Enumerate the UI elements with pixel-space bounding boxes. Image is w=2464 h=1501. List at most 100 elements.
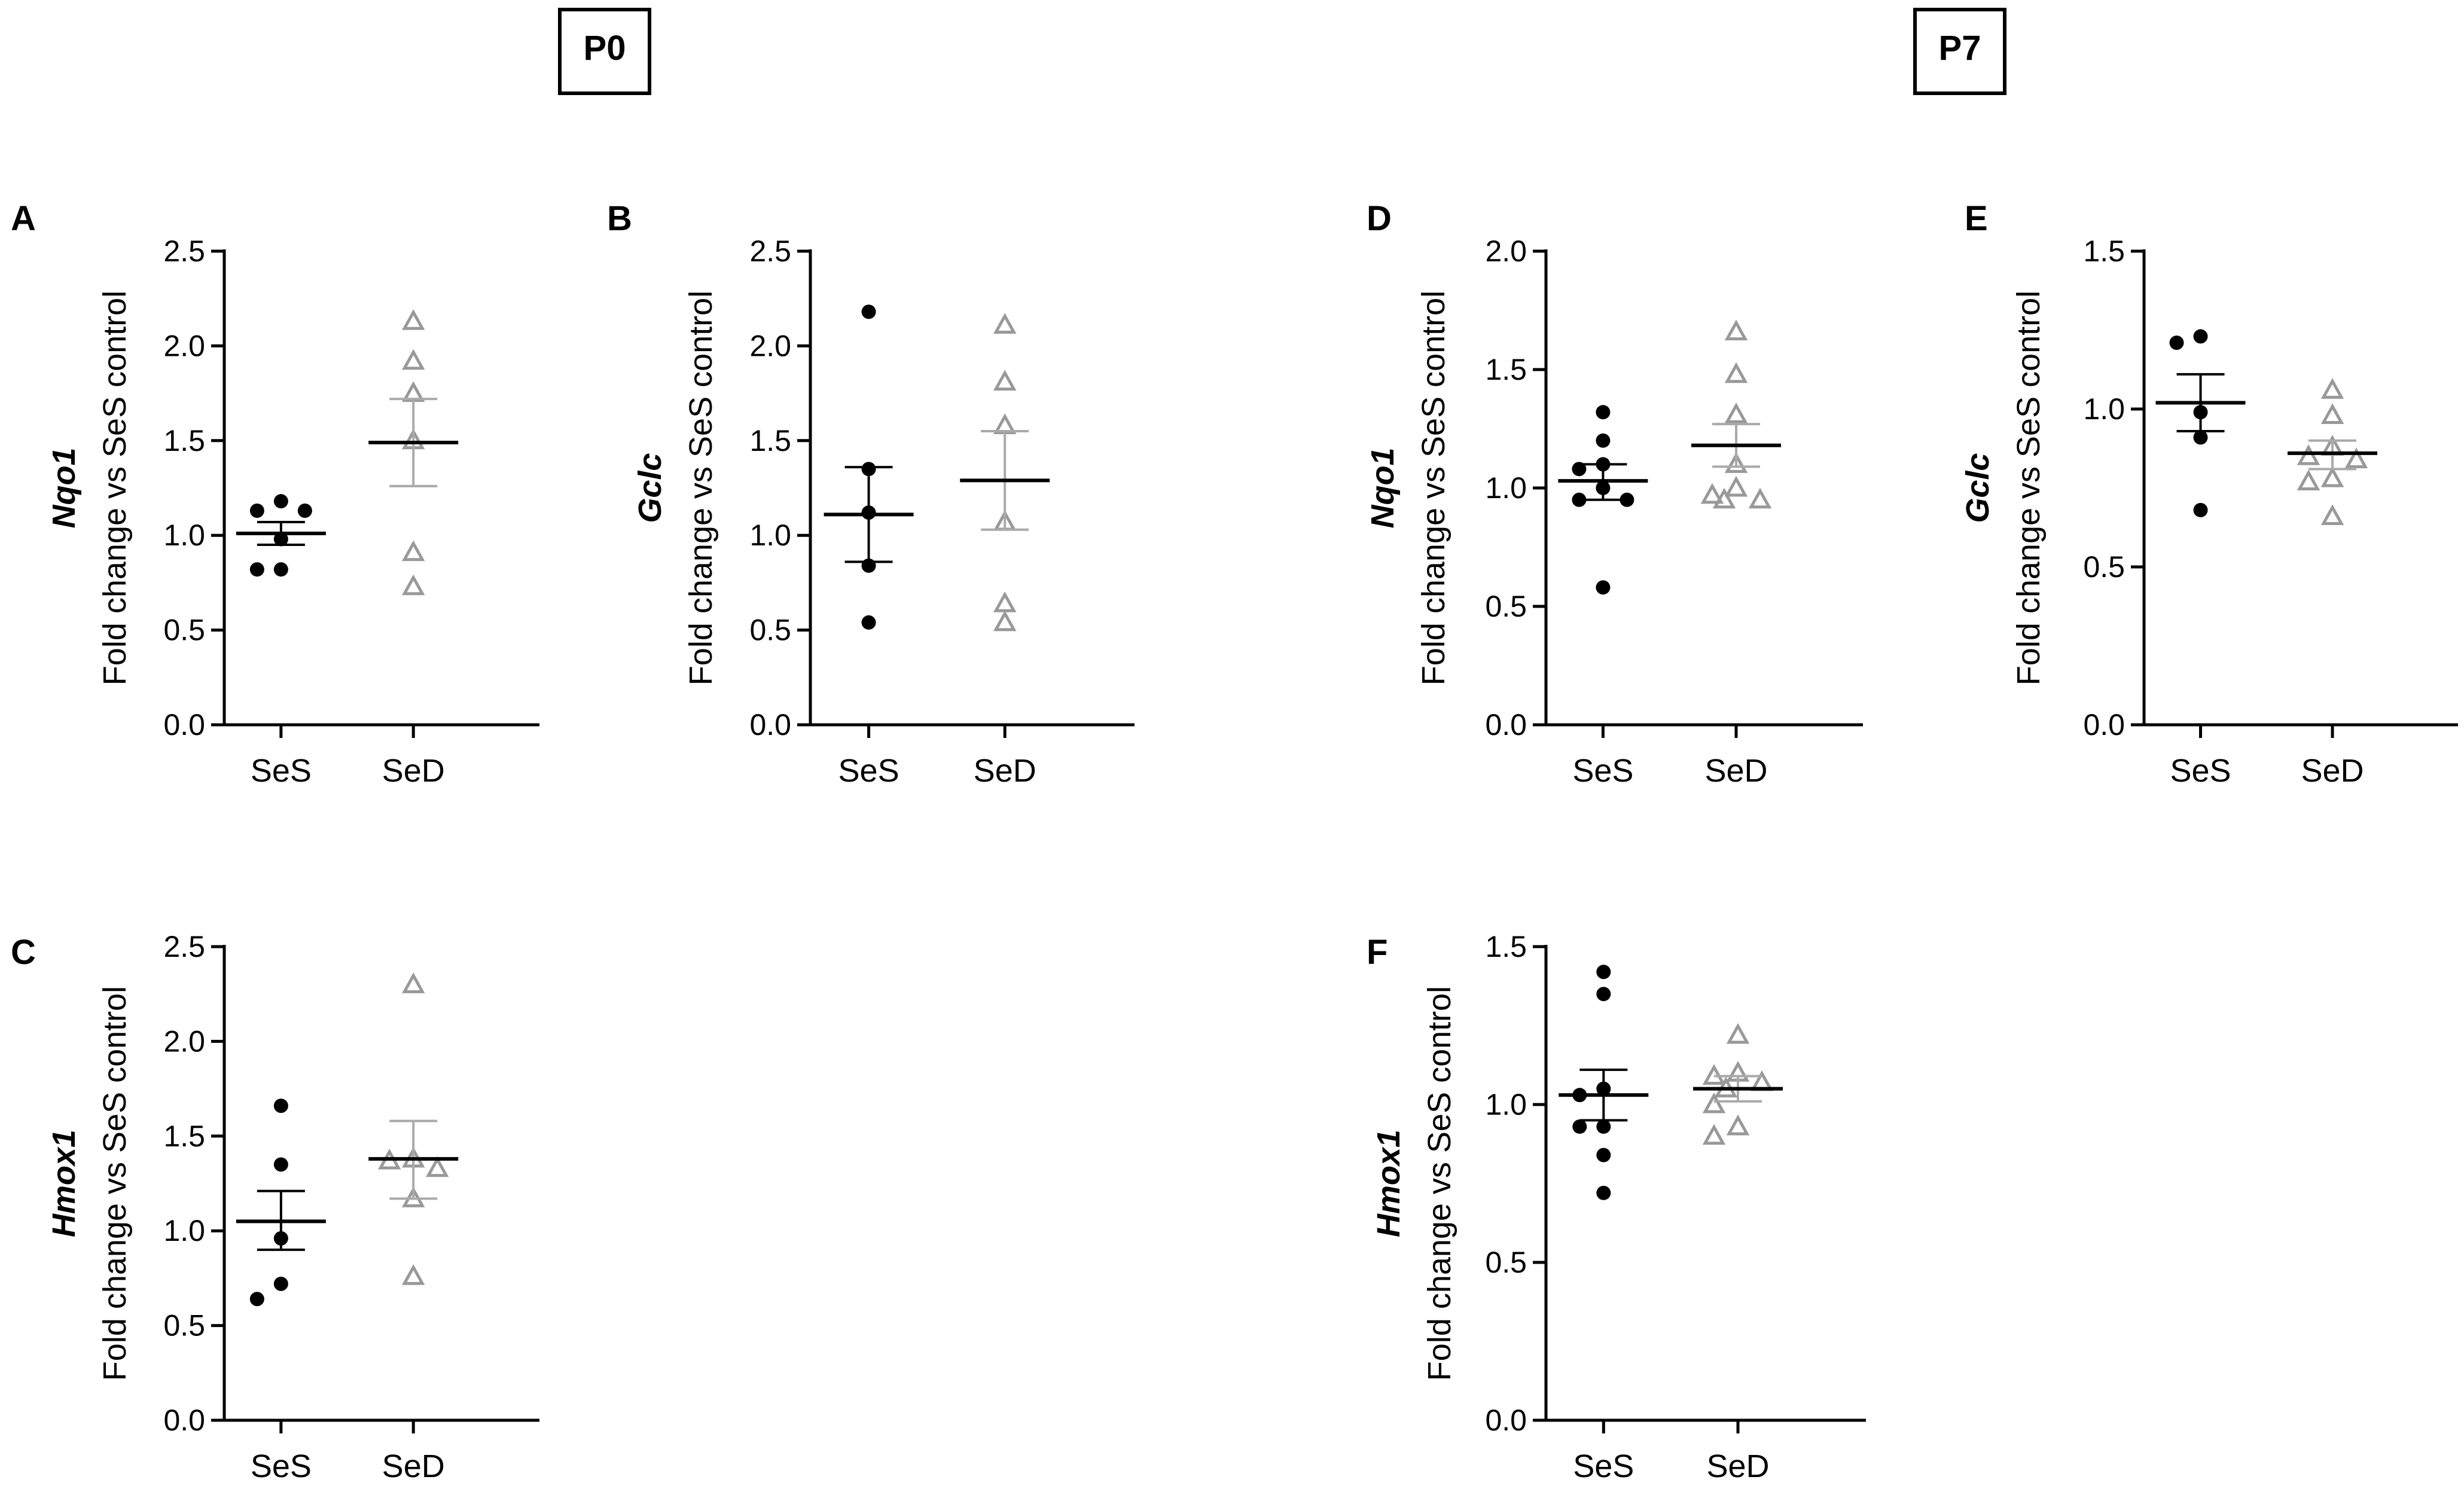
panel-b: B 0.0 0.5 1.0 1.5 2.0 2.5 SeS SeD Gclc Fold change… xyxy=(607,199,1135,789)
data-point xyxy=(273,1099,288,1113)
data-point xyxy=(1596,1185,1611,1200)
data-point xyxy=(1702,1124,1726,1145)
y-tick-label: 1.5 xyxy=(1485,930,1527,963)
data-point xyxy=(1596,965,1611,980)
y-axis-gene-label: Gclc xyxy=(632,453,668,523)
y-tick-label: 2.0 xyxy=(163,329,205,362)
panel-letter: E xyxy=(1965,199,1988,238)
y-axis-label: Fold change vs SeS control xyxy=(683,291,719,685)
y-tick-label: 1.0 xyxy=(163,518,205,552)
data-point xyxy=(2193,502,2208,517)
period-label-p7: P7 xyxy=(1913,8,2006,95)
series-sed xyxy=(1693,1023,1783,1145)
data-point xyxy=(273,494,288,509)
y-tick-label: 0.0 xyxy=(163,1404,205,1437)
data-point xyxy=(249,504,264,518)
data-point xyxy=(401,309,425,330)
data-point xyxy=(401,972,425,993)
y-tick-label: 1.5 xyxy=(163,1119,205,1153)
panel-f: F 0.0 0.5 1.0 1.5 SeS SeD Hmox1 Fold change vs S… xyxy=(1367,930,1866,1484)
x-category-label: SeS xyxy=(1572,753,1633,789)
panel-letter: F xyxy=(1367,933,1387,972)
y-tick-label: 0.5 xyxy=(749,614,791,647)
series-sed xyxy=(1691,319,1781,509)
period-box-p0 xyxy=(558,8,651,95)
x-category-label: SeD xyxy=(2301,753,2364,789)
series-sed xyxy=(960,313,1050,631)
y-tick-label: 2.5 xyxy=(749,234,791,268)
y-tick-label: 0.0 xyxy=(1485,1404,1527,1437)
series-ses xyxy=(824,304,914,630)
data-point xyxy=(1712,487,1736,509)
y-tick-label: 1.5 xyxy=(2083,234,2125,268)
y-tick-label: 1.0 xyxy=(163,1214,205,1247)
x-category-label: SeD xyxy=(1706,1448,1769,1484)
y-tick-label: 0.0 xyxy=(1485,708,1527,742)
data-point xyxy=(2193,329,2208,344)
x-category-label: SeD xyxy=(382,1448,445,1484)
data-point xyxy=(1596,1148,1611,1163)
period-label-p0: P0 xyxy=(558,8,651,95)
data-point xyxy=(1572,1119,1587,1134)
data-point xyxy=(1596,405,1611,420)
y-tick-label: 0.0 xyxy=(2083,708,2125,742)
data-point xyxy=(1724,362,1748,383)
y-tick-label: 1.0 xyxy=(1485,471,1527,505)
y-tick-label: 2.0 xyxy=(749,329,791,362)
series-sed xyxy=(368,972,459,1285)
data-point xyxy=(2320,466,2344,487)
data-point xyxy=(1724,452,1748,473)
data-point xyxy=(1724,475,1748,497)
y-axis-label: Fold change vs SeS control xyxy=(1422,986,1457,1381)
y-axis-gene-label: Nqo1 xyxy=(46,448,82,529)
panel-letter: B xyxy=(607,199,632,238)
x-category-label: SeD xyxy=(382,753,445,789)
data-point xyxy=(273,1276,288,1291)
y-tick-label: 2.5 xyxy=(163,234,205,268)
data-point xyxy=(993,591,1017,612)
x-category-label: SeD xyxy=(1704,753,1767,789)
panel-letter: D xyxy=(1367,199,1392,238)
y-tick-label: 1.5 xyxy=(749,424,791,457)
data-point xyxy=(1596,580,1611,595)
y-tick-label: 1.0 xyxy=(1485,1088,1527,1121)
y-tick-label: 1.5 xyxy=(1485,353,1527,386)
series-sed xyxy=(2288,378,2377,526)
y-tick-label: 2.5 xyxy=(163,930,205,963)
data-point xyxy=(2344,447,2368,468)
y-axis-label: Fold change vs SeS control xyxy=(1416,291,1451,685)
y-axis-gene-label: Hmox1 xyxy=(46,1130,82,1237)
data-point xyxy=(993,610,1017,631)
data-point xyxy=(2297,444,2320,465)
data-point xyxy=(401,1264,425,1285)
y-axis-gene-label: Nqo1 xyxy=(1365,448,1401,529)
y-tick-label: 0.5 xyxy=(1485,1246,1527,1279)
data-point xyxy=(1596,433,1611,448)
x-category-label: SeS xyxy=(838,753,899,789)
series-ses xyxy=(1559,965,1649,1200)
panel-d: D 0.0 0.5 1.0 1.5 2.0 SeS SeD Nqo1 Fold change vs… xyxy=(1365,199,1863,789)
data-point xyxy=(401,574,425,596)
data-point xyxy=(993,313,1017,334)
data-point xyxy=(861,615,876,630)
data-point xyxy=(1724,402,1748,423)
y-tick-label: 2.0 xyxy=(163,1024,205,1058)
y-tick-label: 0.5 xyxy=(1485,590,1527,623)
data-point xyxy=(2169,335,2184,350)
data-point xyxy=(401,540,425,562)
y-axis-gene-label: Hmox1 xyxy=(1371,1130,1407,1237)
period-text-p0: P0 xyxy=(584,29,626,68)
panel-c: C 0.0 0.5 1.0 1.5 2.0 2.5 SeS SeD Hmox1 Fold chang… xyxy=(11,930,539,1484)
panel-letter: C xyxy=(11,933,36,972)
data-point xyxy=(1596,1119,1611,1134)
y-axis-label: Fold change vs SeS control xyxy=(2011,291,2047,685)
y-tick-label: 0.5 xyxy=(163,614,205,647)
series-ses xyxy=(236,494,326,577)
x-category-label: SeD xyxy=(974,753,1036,789)
data-point xyxy=(2320,403,2344,425)
y-tick-label: 0.5 xyxy=(2083,550,2125,584)
x-category-label: SeS xyxy=(2170,753,2231,789)
y-tick-label: 1.0 xyxy=(2083,392,2125,426)
y-axis-gene-label: Gclc xyxy=(1960,453,1996,523)
